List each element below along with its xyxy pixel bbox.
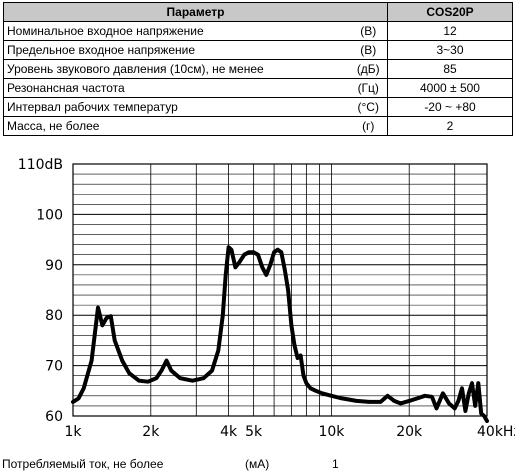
y-tick-label: 60 bbox=[45, 409, 63, 425]
param-value: 85 bbox=[387, 59, 513, 79]
param-value: 3~30 bbox=[387, 40, 513, 60]
spec-table-header: Параметр COS20P bbox=[3, 2, 513, 22]
param-value: 12 bbox=[387, 21, 513, 41]
param-header: Параметр bbox=[3, 2, 388, 22]
y-tick-label: 80 bbox=[45, 308, 63, 324]
x-tick-label: 10k bbox=[318, 424, 345, 440]
x-tick-label: 2k bbox=[142, 424, 160, 440]
param-unit: (дБ) bbox=[349, 59, 388, 79]
table-row: Уровень звукового давления (10см), не ме… bbox=[3, 59, 513, 79]
y-axis-ticks: 110dB 100 90 80 70 60 bbox=[18, 157, 63, 425]
y-tick-label: 90 bbox=[45, 258, 63, 274]
chart-grid bbox=[72, 163, 488, 417]
table-row: Масса, не более (г) 2 bbox=[3, 116, 513, 136]
table-row: Предельное входное напряжение (В) 3~30 bbox=[3, 40, 513, 60]
param-unit: (В) bbox=[349, 21, 388, 41]
model-header: COS20P bbox=[387, 2, 513, 22]
plot-frame bbox=[72, 163, 488, 417]
x-axis-ticks: 1k 2k 4k 5k 10k 20k 40kHz bbox=[64, 424, 515, 440]
table-row: Номинальное входное напряжение (В) 12 bbox=[3, 21, 513, 41]
param-name: Предельное входное напряжение bbox=[3, 40, 350, 60]
param-value: 2 bbox=[387, 116, 513, 136]
param-name: Номинальное входное напряжение bbox=[3, 21, 350, 41]
frequency-response-chart: 110dB 100 90 80 70 60 1k 2k 4k 5k 10k 20k 40kHz bbox=[18, 157, 515, 440]
current-value: 1 bbox=[332, 457, 339, 471]
current-unit: (мА) bbox=[245, 457, 270, 471]
x-tick-label: 4k bbox=[220, 424, 238, 440]
x-tick-label: 5k bbox=[245, 424, 263, 440]
series-line bbox=[71, 245, 489, 423]
x-tick-label: 40kHz bbox=[477, 424, 515, 440]
param-name: Интервал рабочих температур bbox=[3, 97, 350, 117]
y-tick-label: 70 bbox=[45, 359, 63, 375]
current-label: Потребляемый ток, не более bbox=[2, 457, 164, 471]
x-tick-label: 1k bbox=[64, 424, 82, 440]
param-unit: (г) bbox=[349, 116, 388, 136]
param-value: -20 ~ +80 bbox=[387, 97, 513, 117]
param-name: Резонансная частота bbox=[3, 78, 350, 98]
table-row: Резонансная частота (Гц) 4000 ± 500 bbox=[3, 78, 513, 98]
param-unit: (Гц) bbox=[349, 78, 388, 98]
y-tick-label: 110dB bbox=[18, 157, 63, 173]
y-tick-label: 100 bbox=[36, 207, 63, 223]
param-unit: (В) bbox=[349, 40, 388, 60]
spec-table: Параметр COS20P Номинальное входное напр… bbox=[3, 2, 513, 136]
param-value: 4000 ± 500 bbox=[387, 78, 513, 98]
param-unit: (°С) bbox=[349, 97, 388, 117]
table-row: Интервал рабочих температур (°С) -20 ~ +… bbox=[3, 97, 513, 117]
x-tick-label: 20k bbox=[396, 424, 423, 440]
chart-series bbox=[71, 245, 489, 423]
param-name: Уровень звукового давления (10см), не ме… bbox=[3, 59, 350, 79]
param-name: Масса, не более bbox=[3, 116, 350, 136]
